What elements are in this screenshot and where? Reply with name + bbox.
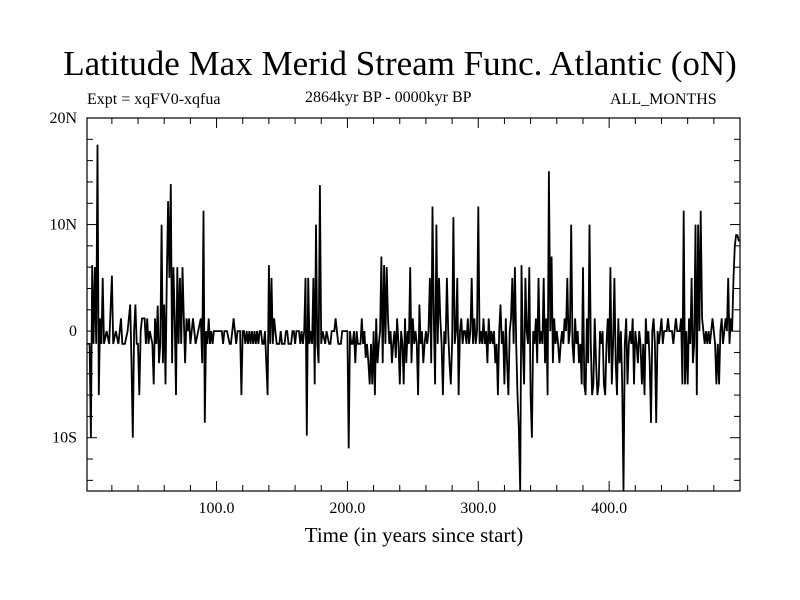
experiment-label: Expt = xqFV0-xqfua <box>87 91 221 108</box>
months-label: ALL_MONTHS <box>610 91 717 108</box>
x-axis-label: Time (in years since start) <box>304 523 524 547</box>
x-tick-label: 300.0 <box>460 500 496 517</box>
y-tick-label: 10S <box>52 430 77 447</box>
x-tick-label: 100.0 <box>199 500 235 517</box>
tick-labels: 100.0 200.0 300.0 400.0 20N 10N 0 10S <box>49 110 627 517</box>
y-tick-label: 10N <box>49 217 77 234</box>
y-tick-label: 20N <box>49 110 77 127</box>
period-label: 2864kyr BP - 0000kyr BP <box>305 89 472 106</box>
series-line <box>87 144 740 492</box>
chart-title: Latitude Max Merid Stream Func. Atlantic… <box>63 44 737 83</box>
y-tick-label: 0 <box>69 323 77 340</box>
plot-frame <box>86 117 741 492</box>
x-tick-label: 400.0 <box>591 500 627 517</box>
axis-ticks <box>87 117 740 491</box>
x-tick-label: 200.0 <box>329 500 365 517</box>
